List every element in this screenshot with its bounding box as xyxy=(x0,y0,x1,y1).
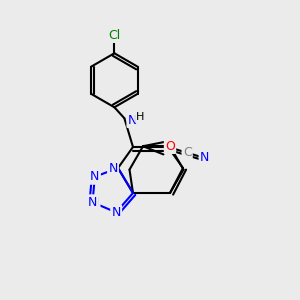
Text: N: N xyxy=(108,161,118,175)
Text: O: O xyxy=(165,140,175,153)
Text: N: N xyxy=(90,170,100,183)
Text: C: C xyxy=(183,146,191,159)
Text: Cl: Cl xyxy=(108,29,121,42)
Text: N: N xyxy=(200,151,209,164)
Text: N: N xyxy=(128,114,137,127)
Text: N: N xyxy=(90,196,99,209)
Text: H: H xyxy=(136,112,145,122)
Text: N: N xyxy=(88,196,97,209)
Text: N: N xyxy=(112,206,121,219)
Text: N: N xyxy=(90,170,100,183)
